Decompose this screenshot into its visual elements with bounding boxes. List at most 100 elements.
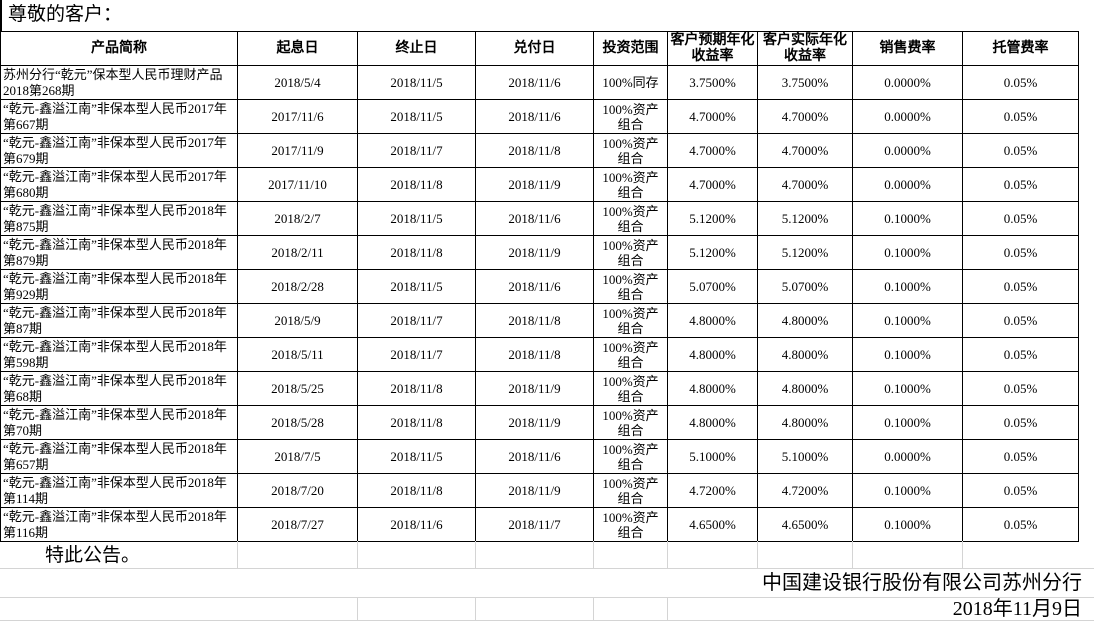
expected-yield-cell: 4.7000% (667, 99, 758, 134)
gridline (0, 568, 1094, 569)
value-date-cell: 2018/2/11 (237, 235, 358, 270)
expected-yield-cell: 5.1200% (667, 235, 758, 270)
custody-fee-cell: 0.05% (962, 473, 1079, 508)
sales-fee-cell: 0.1000% (852, 405, 963, 440)
sales-fee-cell: 0.1000% (852, 269, 963, 304)
payment-date-cell: 2018/11/9 (475, 371, 594, 406)
value-date-cell: 2018/7/20 (237, 473, 358, 508)
end-date-cell: 2018/11/5 (357, 65, 476, 100)
product-name-cell: “乾元-鑫溢江南”非保本型人民币2018年第929期 (0, 269, 238, 304)
product-name-cell: “乾元-鑫溢江南”非保本型人民币2018年第87期 (0, 303, 238, 338)
investment-scope-cell: 100%资产组合 (593, 473, 668, 508)
product-name-cell: “乾元-鑫溢江南”非保本型人民币2017年第679期 (0, 133, 238, 168)
expected-yield-cell: 4.8000% (667, 303, 758, 338)
gridline (357, 597, 358, 620)
value-date-cell: 2018/2/7 (237, 201, 358, 236)
sales-fee-cell: 0.1000% (852, 303, 963, 338)
end-date-cell: 2018/11/6 (357, 507, 476, 542)
gridline (593, 541, 594, 568)
payment-date-cell: 2018/11/8 (475, 337, 594, 372)
gridline (357, 541, 358, 568)
table-row: “乾元-鑫溢江南”非保本型人民币2017年第667期 2017/11/6 2018/… (0, 99, 1079, 134)
product-name-cell: 苏州分行“乾元”保本型人民币理财产品2018第268期 (0, 65, 238, 100)
sales-fee-cell: 0.0000% (852, 133, 963, 168)
gridline (237, 541, 238, 568)
actual-yield-cell: 5.1200% (757, 201, 853, 236)
payment-date-cell: 2018/11/6 (475, 65, 594, 100)
end-date-cell: 2018/11/8 (357, 371, 476, 406)
product-name-cell: “乾元-鑫溢江南”非保本型人民币2018年第875期 (0, 201, 238, 236)
gridline (757, 541, 758, 568)
payment-date-cell: 2018/11/8 (475, 303, 594, 338)
product-name-cell: “乾元-鑫溢江南”非保本型人民币2017年第680期 (0, 167, 238, 202)
table-row: 苏州分行“乾元”保本型人民币理财产品2018第268期 2018/5/4 2018/… (0, 65, 1079, 100)
end-date-cell: 2018/11/8 (357, 235, 476, 270)
custody-fee-cell: 0.05% (962, 507, 1079, 542)
payment-date-cell: 2018/11/7 (475, 507, 594, 542)
investment-scope-cell: 100%资产组合 (593, 167, 668, 202)
value-date-cell: 2018/2/28 (237, 269, 358, 304)
custody-fee-cell: 0.05% (962, 439, 1079, 474)
product-name-cell: “乾元-鑫溢江南”非保本型人民币2018年第657期 (0, 439, 238, 474)
payment-date-cell: 2018/11/6 (475, 99, 594, 134)
payment-date-cell: 2018/11/6 (475, 439, 594, 474)
gridline (667, 541, 668, 568)
gridline (0, 597, 1094, 598)
column-header-product-name: 产品简称 (0, 31, 238, 66)
payment-date-cell: 2018/11/6 (475, 201, 594, 236)
end-date-cell: 2018/11/8 (357, 473, 476, 508)
sales-fee-cell: 0.0000% (852, 65, 963, 100)
custody-fee-cell: 0.05% (962, 337, 1079, 372)
date-text: 2018年11月9日 (952, 598, 1082, 620)
closing-text: 特此公告。 (45, 545, 141, 566)
custody-fee-cell: 0.05% (962, 65, 1079, 100)
column-header-custody-fee: 托管费率 (962, 31, 1079, 66)
value-date-cell: 2017/11/10 (237, 167, 358, 202)
value-date-cell: 2018/5/4 (237, 65, 358, 100)
custody-fee-cell: 0.05% (962, 201, 1079, 236)
investment-scope-cell: 100%资产组合 (593, 439, 668, 474)
custody-fee-cell: 0.05% (962, 235, 1079, 270)
greeting-text: 尊敬的客户： (8, 4, 123, 25)
expected-yield-cell: 4.7200% (667, 473, 758, 508)
product-name-cell: “乾元-鑫溢江南”非保本型人民币2017年第667期 (0, 99, 238, 134)
custody-fee-cell: 0.05% (962, 269, 1079, 304)
expected-yield-cell: 3.7500% (667, 65, 758, 100)
investment-scope-cell: 100%资产组合 (593, 201, 668, 236)
actual-yield-cell: 4.8000% (757, 405, 853, 440)
gridline (593, 597, 594, 620)
actual-yield-cell: 4.8000% (757, 371, 853, 406)
gridline (852, 541, 853, 568)
actual-yield-cell: 4.7000% (757, 133, 853, 168)
value-date-cell: 2018/7/27 (237, 507, 358, 542)
payment-date-cell: 2018/11/9 (475, 167, 594, 202)
table-row: “乾元-鑫溢江南”非保本型人民币2018年第879期 2018/2/11 2018/… (0, 235, 1079, 270)
value-date-cell: 2017/11/9 (237, 133, 358, 168)
gridline (475, 597, 476, 620)
value-date-cell: 2018/5/11 (237, 337, 358, 372)
sales-fee-cell: 0.1000% (852, 371, 963, 406)
sales-fee-cell: 0.1000% (852, 473, 963, 508)
investment-scope-cell: 100%资产组合 (593, 405, 668, 440)
product-name-cell: “乾元-鑫溢江南”非保本型人民币2018年第70期 (0, 405, 238, 440)
sales-fee-cell: 0.0000% (852, 99, 963, 134)
announcement-table: 产品简称 起息日 终止日 兑付日 投资范围 客户预期年化收益率 客户实际年化收益率 销售费率托… (0, 31, 1079, 542)
custody-fee-cell: 0.05% (962, 133, 1079, 168)
investment-scope-cell: 100%资产组合 (593, 269, 668, 304)
actual-yield-cell: 4.8000% (757, 337, 853, 372)
actual-yield-cell: 5.1000% (757, 439, 853, 474)
actual-yield-cell: 4.7000% (757, 99, 853, 134)
custody-fee-cell: 0.05% (962, 303, 1079, 338)
table-row: “乾元-鑫溢江南”非保本型人民币2018年第116期 2018/7/27 2018/… (0, 507, 1079, 542)
investment-scope-cell: 100%资产组合 (593, 133, 668, 168)
sales-fee-cell: 0.1000% (852, 337, 963, 372)
sales-fee-cell: 0.1000% (852, 507, 963, 542)
payment-date-cell: 2018/11/9 (475, 235, 594, 270)
table-row: “乾元-鑫溢江南”非保本型人民币2018年第70期 2018/5/28 2018/1… (0, 405, 1079, 440)
table-row: “乾元-鑫溢江南”非保本型人民币2018年第68期 2018/5/25 2018/1… (0, 371, 1079, 406)
column-header-sales-fee: 销售费率 (852, 31, 963, 66)
investment-scope-cell: 100%同存 (593, 65, 668, 100)
signature-text: 中国建设银行股份有限公司苏州分行 (762, 572, 1082, 594)
value-date-cell: 2018/5/25 (237, 371, 358, 406)
column-header-investment-scope: 投资范围 (593, 31, 668, 66)
